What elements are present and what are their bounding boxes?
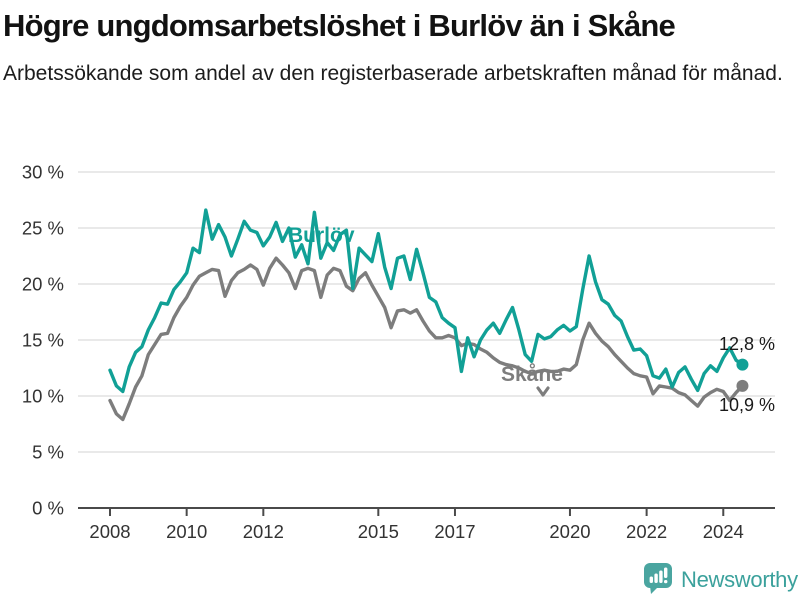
chart-header: Högre ungdomsarbetslöshet i Burlöv än i …: [3, 8, 797, 87]
y-tick-label: 25 %: [22, 218, 64, 239]
x-tick-label: 2015: [358, 521, 399, 542]
x-tick-label: 2017: [434, 521, 475, 542]
x-tick-label: 2024: [703, 521, 744, 542]
chevron-down-icon: [535, 385, 551, 397]
series-label-skane: Skåne: [501, 363, 563, 386]
end-value-skane: 10,9 %: [718, 395, 775, 415]
y-tick-label: 30 %: [22, 162, 64, 183]
x-tick-label: 2020: [549, 521, 590, 542]
x-tick-label: 2008: [89, 521, 130, 542]
newsworthy-logo-icon: [643, 561, 674, 599]
y-tick-label: 15 %: [22, 330, 64, 351]
brand-name: Newsworthy: [681, 567, 798, 592]
y-tick-label: 20 %: [22, 274, 64, 295]
y-tick-label: 5 %: [32, 442, 64, 463]
chart-title: Högre ungdomsarbetslöshet i Burlöv än i …: [3, 8, 676, 43]
series-label-burlov: Burlöv: [288, 224, 355, 247]
brand-footer: Newsworthy: [643, 561, 798, 599]
end-value-burlov: 12,8 %: [718, 334, 775, 354]
chart-subtitle: Arbetssökande som andel av den registerb…: [3, 62, 783, 85]
burlöv-line: [108, 208, 745, 394]
x-tick-label: 2010: [166, 521, 207, 542]
y-tick-label: 0 %: [32, 498, 64, 519]
burlöv-end-dot: [736, 358, 749, 371]
skåne-end-dot: [736, 379, 749, 392]
skåne-line: [108, 256, 745, 422]
x-tick-label: 2022: [626, 521, 667, 542]
x-tick-label: 2012: [243, 521, 284, 542]
y-tick-label: 10 %: [22, 386, 64, 407]
